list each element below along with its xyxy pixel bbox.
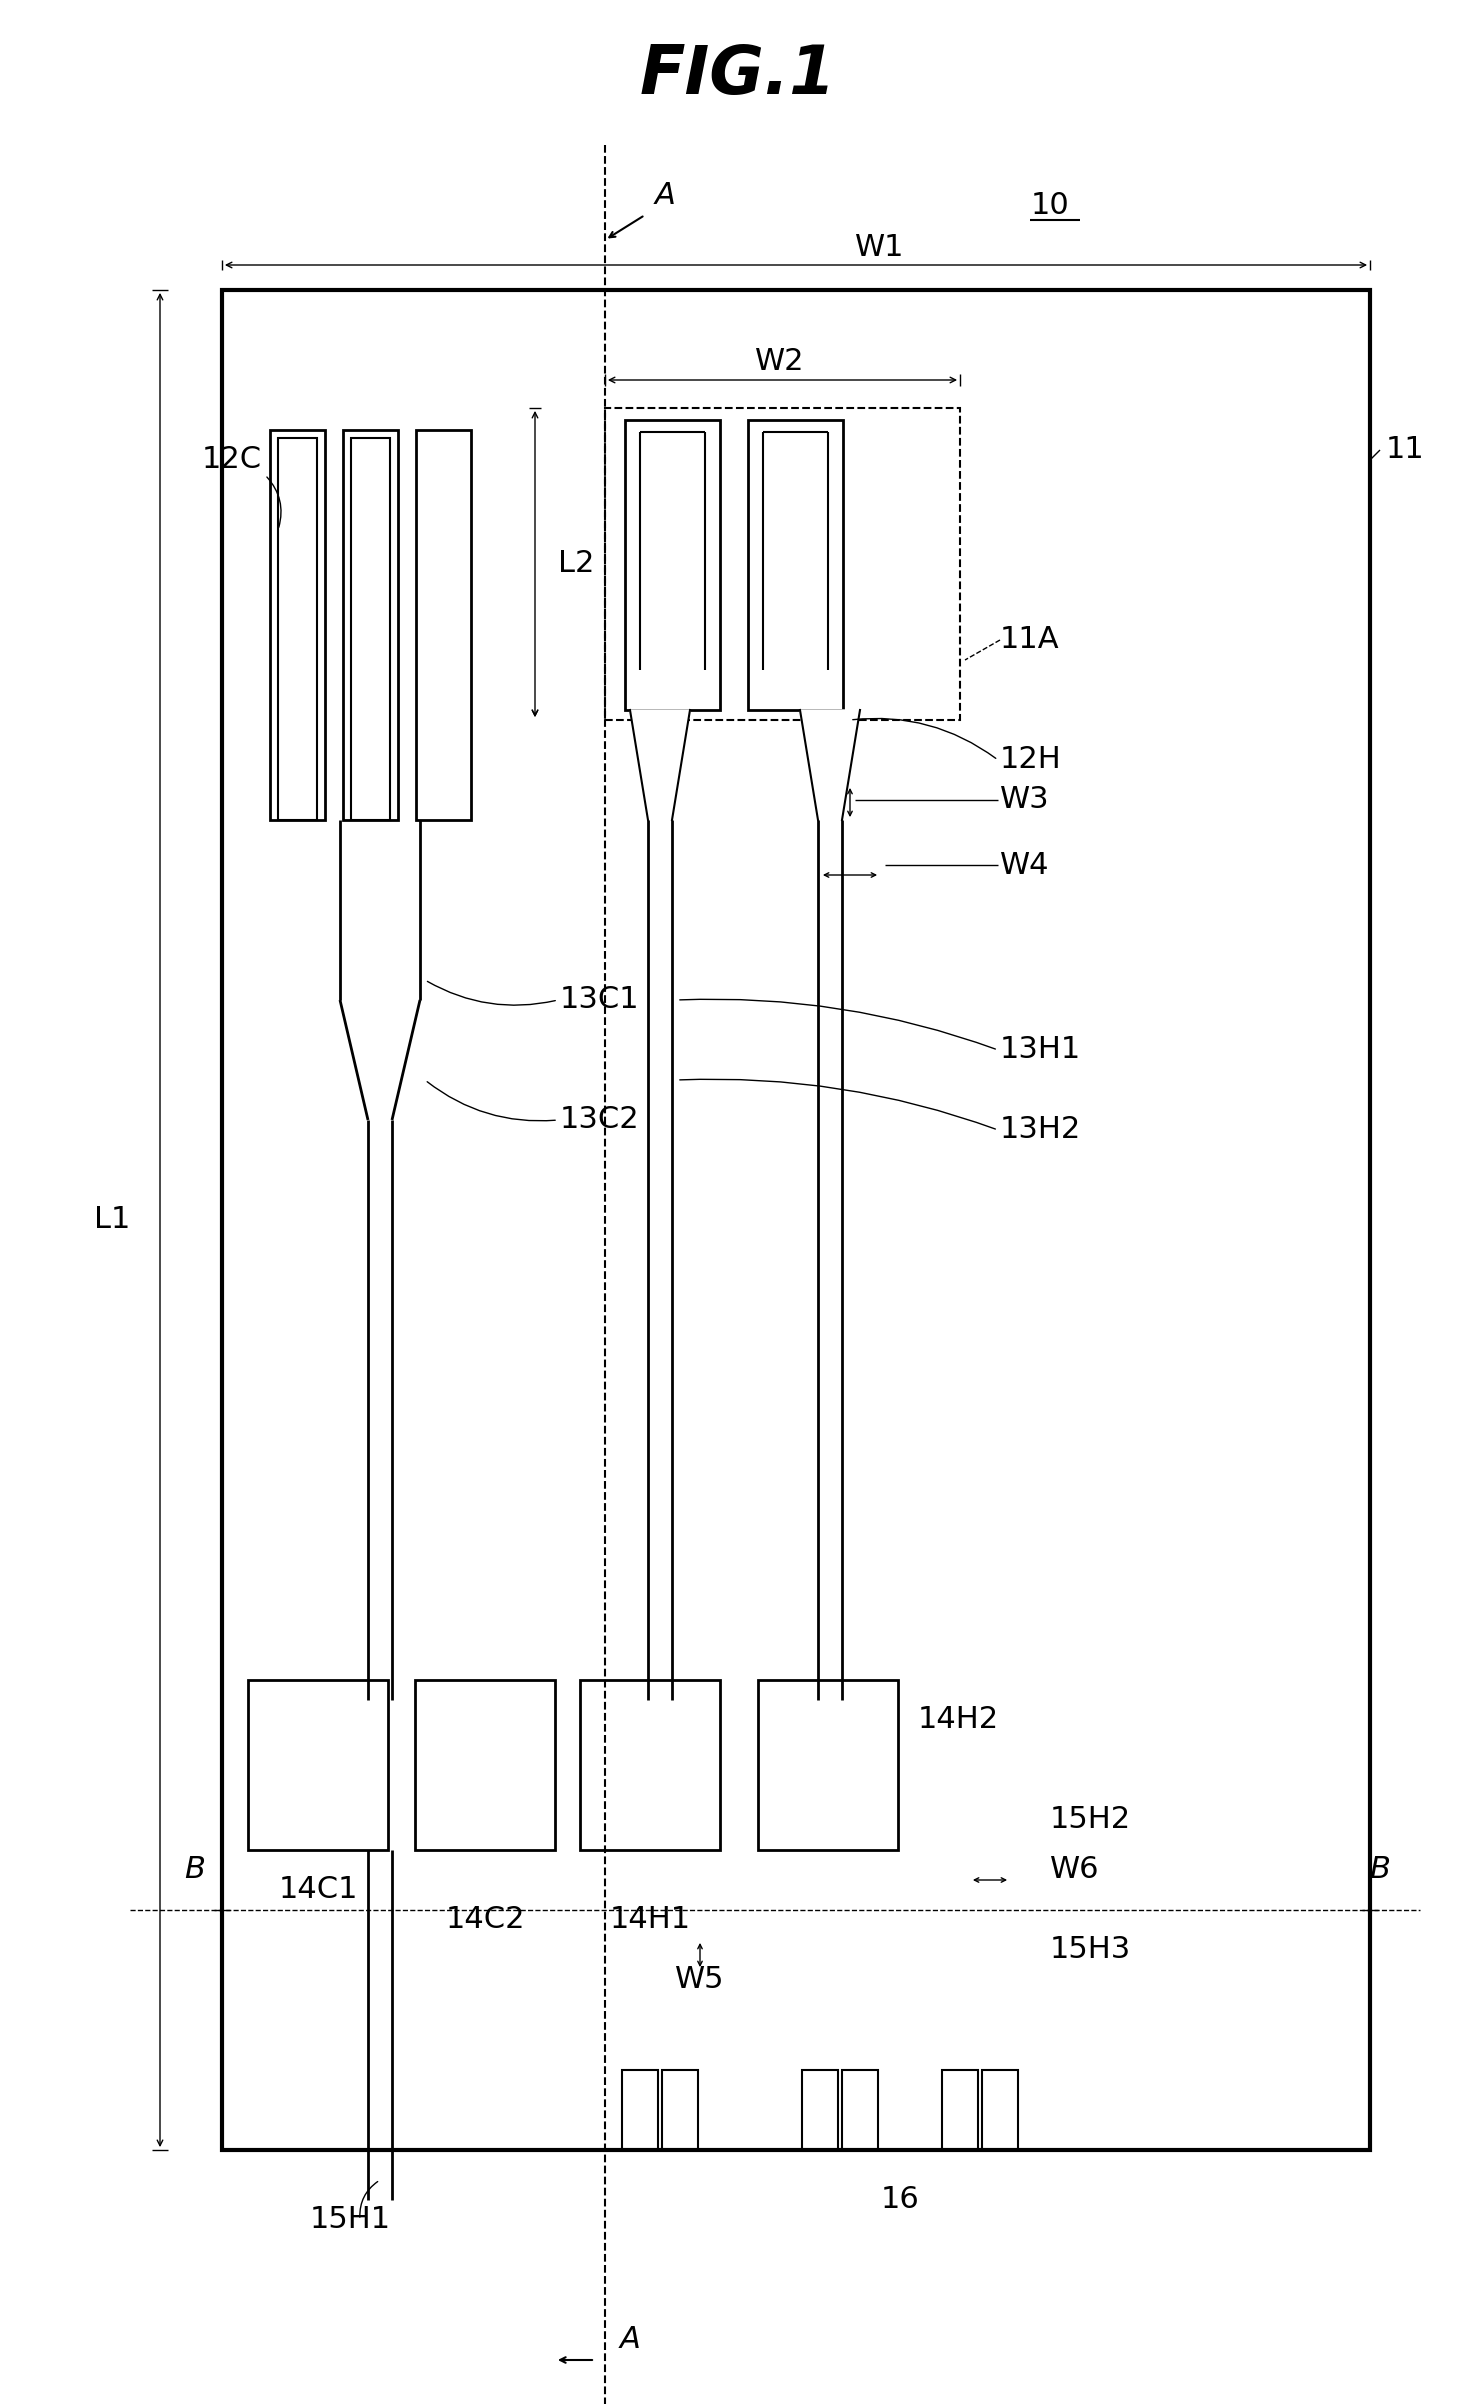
Text: 14H1: 14H1	[610, 1906, 691, 1935]
Bar	[416, 430, 471, 820]
Text: W6: W6	[1049, 1856, 1100, 1885]
Text: 14C1: 14C1	[279, 1875, 357, 1904]
Bar	[621, 2070, 658, 2149]
Bar	[841, 2070, 878, 2149]
Polygon shape	[630, 709, 689, 820]
Text: 12C: 12C	[202, 445, 263, 474]
Text: A: A	[654, 180, 676, 209]
Text: 13C2: 13C2	[559, 1106, 639, 1135]
Text: A: A	[620, 2325, 641, 2354]
Text: 13H2: 13H2	[1001, 1115, 1082, 1144]
Bar	[624, 421, 720, 709]
Text: 15H3: 15H3	[1049, 1935, 1131, 1964]
Text: 13C1: 13C1	[559, 986, 639, 1014]
Bar	[415, 1680, 555, 1851]
Bar	[942, 2070, 979, 2149]
Text: FIG.1: FIG.1	[639, 41, 837, 108]
Bar	[277, 438, 317, 820]
Text: 13H1: 13H1	[1001, 1036, 1082, 1065]
Bar	[342, 430, 399, 820]
Text: L2: L2	[558, 551, 595, 579]
Text: B: B	[184, 1856, 205, 1885]
Text: L1: L1	[93, 1204, 130, 1236]
Text: 14C2: 14C2	[446, 1906, 525, 1935]
Bar	[982, 2070, 1018, 2149]
Bar	[801, 2070, 838, 2149]
Text: 11: 11	[1386, 435, 1424, 464]
Text: 15H1: 15H1	[310, 2204, 391, 2233]
Bar	[221, 291, 1370, 2149]
Text: W4: W4	[1001, 851, 1049, 880]
Text: B: B	[1370, 1856, 1390, 1885]
Text: W2: W2	[756, 349, 804, 377]
Text: 14H2: 14H2	[918, 1704, 999, 1736]
Text: W5: W5	[675, 1966, 725, 1995]
Text: 10: 10	[1030, 190, 1070, 219]
Text: 15H2: 15H2	[1049, 1805, 1131, 1834]
Bar	[270, 430, 325, 820]
Text: 12H: 12H	[1001, 745, 1061, 774]
Bar	[605, 409, 959, 721]
Bar	[663, 2070, 698, 2149]
Bar	[580, 1680, 720, 1851]
Text: 11A: 11A	[1001, 625, 1060, 654]
Text: 16: 16	[881, 2185, 920, 2214]
Bar	[248, 1680, 388, 1851]
Bar	[759, 1680, 897, 1851]
Polygon shape	[800, 709, 861, 820]
Text: W3: W3	[1001, 786, 1049, 815]
Bar	[748, 421, 843, 709]
Bar	[351, 438, 390, 820]
Text: W1: W1	[855, 233, 905, 262]
